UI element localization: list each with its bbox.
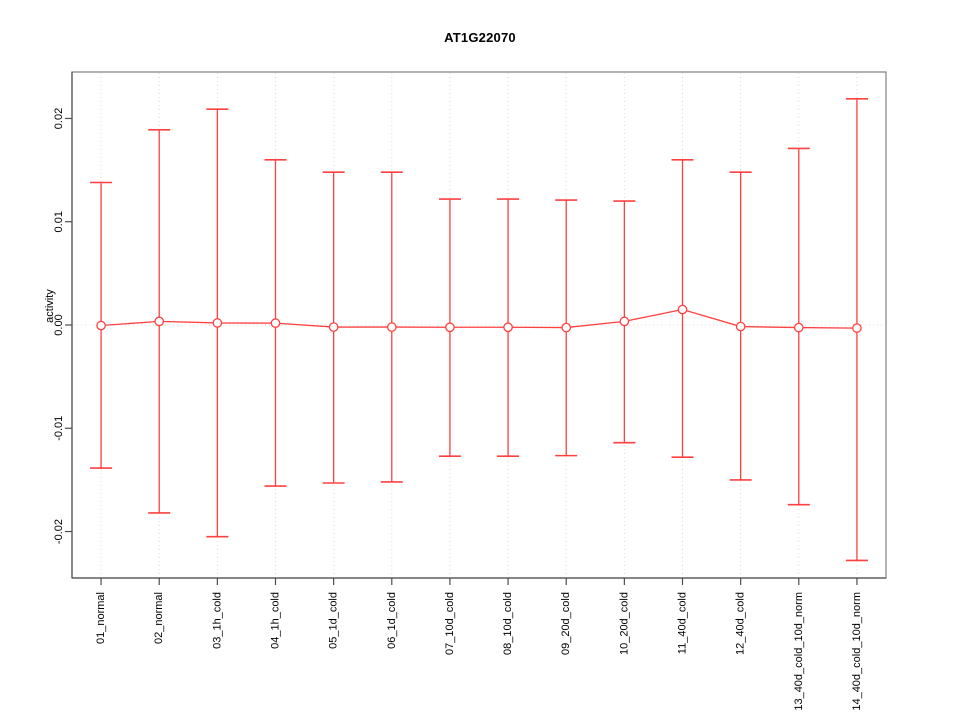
data-point-marker	[154, 316, 165, 327]
x-axis: 01_normal 02_normal 03_1h_cold 04_1h_cold 05…	[72, 577, 886, 711]
data-point-marker	[735, 321, 746, 332]
plot-frame	[71, 71, 887, 579]
x-axis-tick-label: 11_40d_cold	[677, 592, 689, 654]
data-point-marker	[677, 304, 688, 315]
data-point-marker	[503, 322, 513, 333]
data-point-marker	[386, 322, 397, 332]
y-axis: 0.02 0.01 0.00 -0.01 -0.02	[53, 72, 73, 578]
x-axis-tick-label: 05_1d_cold	[328, 592, 340, 649]
data-point-marker	[561, 322, 572, 333]
page-title: AT1G22070	[444, 30, 516, 45]
data-point-marker	[96, 320, 106, 331]
data-polyline	[101, 308, 857, 329]
y-axis-tick-label: -0.01	[53, 416, 65, 441]
y-axis-tick-label: 0.00	[53, 314, 65, 335]
x-axis-tick-label: 01_normal	[95, 592, 107, 644]
x-axis-tick-label: 02_normal	[153, 592, 165, 644]
x-axis-tick-label: 07_10d_cold	[444, 592, 456, 655]
x-axis-tick-label: 14_40d_cold_10d_norm	[851, 592, 863, 711]
data-point-marker	[270, 318, 281, 328]
data-point-marker	[793, 322, 804, 333]
plot-border	[71, 71, 887, 579]
series-line	[101, 308, 857, 329]
data-point-marker	[619, 316, 630, 327]
data-point-marker	[212, 318, 223, 328]
x-axis-tick-label: 03_1h_cold	[211, 592, 223, 649]
x-axis-tick-label: 10_20d_cold	[618, 592, 630, 655]
x-axis-tick-label: 08_10d_cold	[502, 592, 514, 655]
x-axis-tick-label: 12_40d_cold	[735, 592, 747, 655]
data-point-markers	[96, 304, 862, 333]
x-axis-tick-label: 06_1d_cold	[386, 592, 398, 649]
x-axis-tick-label: 04_1h_cold	[270, 592, 282, 649]
y-axis-tick-label: -0.02	[53, 519, 65, 544]
error-bars	[90, 98, 868, 562]
data-point-marker	[445, 322, 455, 333]
y-axis-tick-label: 0.01	[53, 211, 65, 232]
data-point-marker	[328, 322, 339, 332]
data-point-marker	[852, 323, 862, 333]
y-axis-tick-label: 0.02	[53, 108, 65, 129]
x-axis-tick-label: 09_20d_cold	[560, 592, 572, 655]
x-axis-tick-label: 13_40d_cold_10d_norm	[793, 592, 805, 711]
